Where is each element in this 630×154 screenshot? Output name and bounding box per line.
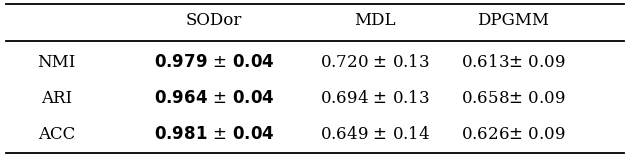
Text: 0.694 $\pm$ 0.13: 0.694 $\pm$ 0.13 xyxy=(320,90,430,107)
Text: ACC: ACC xyxy=(38,126,76,143)
Text: SODor: SODor xyxy=(186,12,243,29)
Text: $\mathbf{0.964}\,\pm\,\mathbf{0.04}$: $\mathbf{0.964}\,\pm\,\mathbf{0.04}$ xyxy=(154,90,275,107)
Text: ARI: ARI xyxy=(41,90,72,107)
Text: NMI: NMI xyxy=(38,54,76,71)
Text: $\mathbf{0.981}\,\pm\,\mathbf{0.04}$: $\mathbf{0.981}\,\pm\,\mathbf{0.04}$ xyxy=(154,126,275,143)
Text: 0.626$\pm$ 0.09: 0.626$\pm$ 0.09 xyxy=(461,126,566,143)
Text: MDL: MDL xyxy=(354,12,396,29)
Text: $\mathbf{0.979}\,\pm\,\mathbf{0.04}$: $\mathbf{0.979}\,\pm\,\mathbf{0.04}$ xyxy=(154,54,275,71)
Text: DPGMM: DPGMM xyxy=(478,12,549,29)
Text: 0.658$\pm$ 0.09: 0.658$\pm$ 0.09 xyxy=(461,90,566,107)
Text: 0.649 $\pm$ 0.14: 0.649 $\pm$ 0.14 xyxy=(319,126,430,143)
Text: 0.613$\pm$ 0.09: 0.613$\pm$ 0.09 xyxy=(461,54,566,71)
Text: 0.720 $\pm$ 0.13: 0.720 $\pm$ 0.13 xyxy=(320,54,430,71)
